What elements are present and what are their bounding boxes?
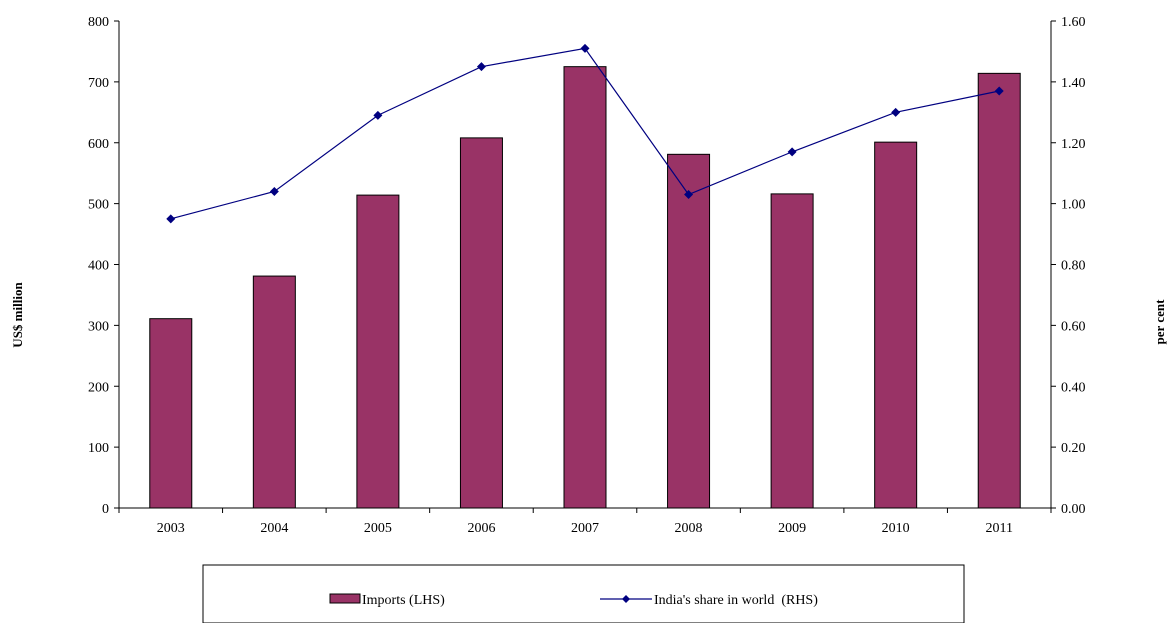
left-tick-label: 200 [88,380,109,395]
x-tick-label-2004: 2004 [260,521,288,536]
legend-share-label: India's share in world (RHS) [654,593,818,608]
x-tick-label-2009: 2009 [778,521,806,536]
right-tick-label: 1.60 [1061,15,1086,30]
x-tick-label-2011: 2011 [985,521,1012,536]
right-tick-label: 0.60 [1061,319,1086,334]
right-axis-title: per cent [1152,299,1167,345]
bar-imports-2011 [977,72,1021,509]
left-tick-label: 700 [88,76,109,91]
tick-labels: 0 0.00 100 0.20 200 0.40 300 0.60 400 0.80 500 1.00… [88,15,1086,536]
legend: Imports (LHS) India's share in world (RH… [202,564,965,623]
line-series-share [166,43,1004,224]
legend-imports-label: Imports (LHS) [362,593,445,608]
right-tick-label: 1.20 [1061,137,1086,152]
share-point-2005 [373,110,383,120]
share-point-2007 [580,43,590,53]
share-point-2010 [891,107,901,117]
left-tick-label: 0 [102,502,109,517]
legend-frame [202,564,965,623]
x-tick-label-2006: 2006 [467,521,495,536]
left-tick-label: 800 [88,15,109,30]
share-point-2003 [166,214,176,224]
left-tick-label: 500 [88,198,109,213]
share-point-2008 [684,189,694,199]
x-tick-label-2010: 2010 [882,521,910,536]
left-tick-label: 100 [88,441,109,456]
left-tick-label: 300 [88,319,109,334]
left-tick-label: 600 [88,137,109,152]
legend-share-marker [622,595,630,603]
right-tick-label: 1.40 [1061,76,1086,91]
left-axis-title: US$ million [10,282,25,348]
x-tick-label-2007: 2007 [571,521,599,536]
right-tick-label: 0.20 [1061,441,1086,456]
share-point-2011 [994,86,1004,96]
bar-imports-2010 [874,141,918,509]
bar-series-imports [149,66,1021,509]
right-tick-label: 0.00 [1061,502,1086,517]
bar-imports-2009 [770,193,814,509]
right-tick-label: 1.00 [1061,198,1086,213]
legend-imports-swatch [329,593,361,604]
bar-imports-2008 [667,153,711,509]
bar-imports-2004 [252,275,296,509]
left-tick-label: 400 [88,259,109,274]
bar-imports-2006 [459,137,503,509]
right-tick-label: 0.80 [1061,259,1086,274]
axis-ticks [114,20,1056,513]
bar-imports-2003 [149,318,193,509]
x-tick-label-2005: 2005 [364,521,392,536]
x-tick-label-2003: 2003 [157,521,185,536]
share-point-2004 [269,186,279,196]
bar-imports-2007 [563,66,607,509]
x-tick-label-2008: 2008 [675,521,703,536]
share-point-2006 [476,62,486,72]
share-point-2009 [787,147,797,157]
right-tick-label: 0.40 [1061,380,1086,395]
bar-imports-2005 [356,194,400,509]
